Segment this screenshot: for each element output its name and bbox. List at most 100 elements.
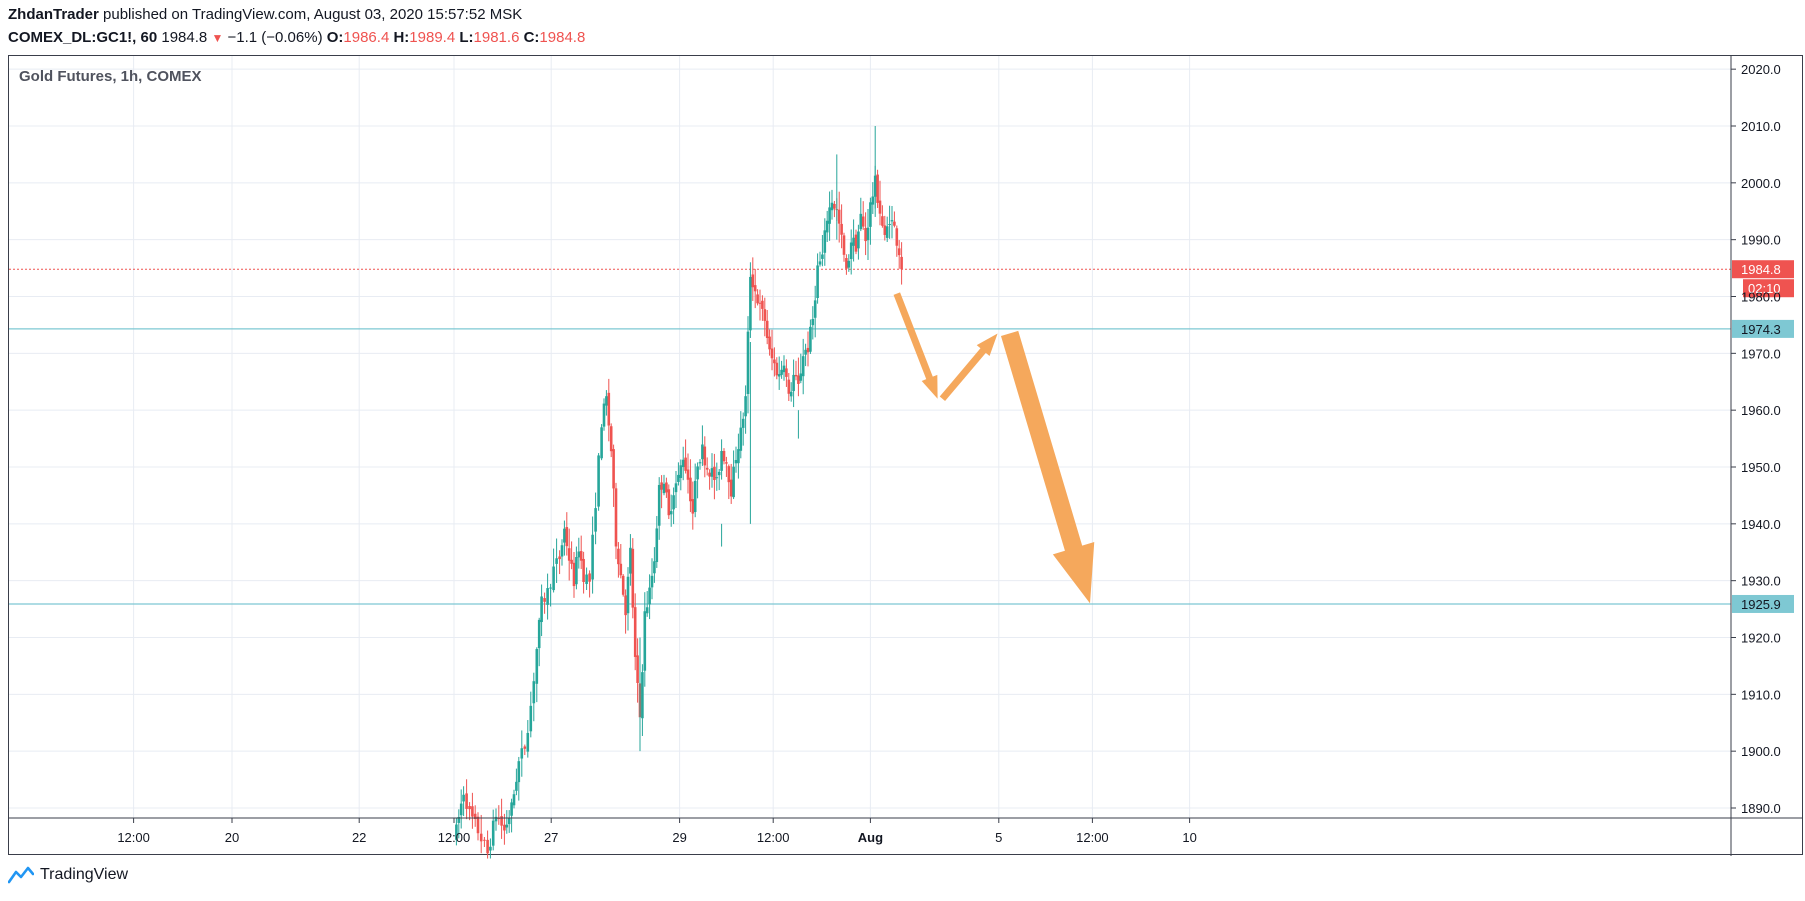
x-tick-label: 10 xyxy=(1182,830,1196,845)
candle-body xyxy=(713,466,716,481)
candle-body xyxy=(549,587,552,589)
candle-body xyxy=(546,588,549,605)
candle-body xyxy=(588,573,591,582)
candle-body xyxy=(600,427,603,459)
candle-body xyxy=(864,228,867,242)
candle-body xyxy=(665,482,668,493)
forecast-arrow xyxy=(939,333,998,402)
candle-body xyxy=(854,234,858,252)
y-tick-label: 1990.0 xyxy=(1741,233,1781,248)
candle-body xyxy=(459,803,463,816)
candle-body xyxy=(816,265,819,299)
candle-body xyxy=(597,455,600,507)
price-level-label: 1925.9 xyxy=(1741,597,1781,612)
candle-body xyxy=(756,294,759,304)
candle-body xyxy=(591,534,594,580)
candle-body xyxy=(517,761,521,783)
countdown-label: 02:10 xyxy=(1748,281,1781,296)
candle-body xyxy=(698,462,702,464)
x-tick-label: 29 xyxy=(672,830,686,845)
candle-body xyxy=(607,392,611,426)
candle-body xyxy=(885,226,889,238)
candle-body xyxy=(842,235,846,255)
candle-body xyxy=(717,471,721,476)
candle-body xyxy=(529,705,533,732)
x-tick-label: 27 xyxy=(544,830,558,845)
candle-body xyxy=(679,465,683,479)
candle-body xyxy=(720,450,723,471)
candle-body xyxy=(689,477,692,502)
candle-body xyxy=(552,566,555,591)
tradingview-logo[interactable]: TradingView xyxy=(8,866,128,884)
y-tick-label: 1910.0 xyxy=(1741,687,1781,702)
candle-body xyxy=(833,203,836,209)
candle-body xyxy=(462,794,465,802)
candle-body xyxy=(893,221,896,226)
candle-body xyxy=(621,575,625,595)
candle-body xyxy=(535,649,539,684)
candle-body xyxy=(818,261,822,265)
candle-body xyxy=(847,260,851,268)
tradingview-brand: TradingView xyxy=(40,866,129,883)
y-tick-label: 1920.0 xyxy=(1741,631,1781,646)
chart-frame xyxy=(8,55,1803,855)
candle-body xyxy=(749,276,752,331)
price-level-badge xyxy=(1732,594,1794,613)
candle-body xyxy=(857,231,860,249)
candle-body xyxy=(669,511,673,515)
candle-body xyxy=(503,824,506,831)
candle-body xyxy=(806,347,810,353)
candle-body xyxy=(667,489,671,516)
candle-body xyxy=(701,444,704,460)
author-name[interactable]: ZhdanTrader xyxy=(8,6,99,23)
candle-body xyxy=(560,545,564,557)
candle-body xyxy=(483,839,486,841)
candle-body xyxy=(763,309,767,321)
candle-body xyxy=(565,527,569,547)
candle-body xyxy=(830,202,834,211)
candle-body xyxy=(861,216,865,227)
candle-body xyxy=(677,474,680,482)
candle-body xyxy=(897,248,901,256)
candle-body xyxy=(609,426,613,452)
candle-body xyxy=(777,374,781,377)
candle-body xyxy=(725,462,728,464)
open-value: 1986.4 xyxy=(343,29,390,46)
candle-body xyxy=(792,374,795,392)
time-axis: 12:00 20 22 12:00 27 29 12:00 Aug 5 12:00 10 xyxy=(9,817,1803,845)
candle-body xyxy=(809,326,812,352)
price-level-badge xyxy=(1732,319,1794,338)
candle-body xyxy=(765,320,769,339)
candle-body xyxy=(510,802,513,816)
x-tick-label: 5 xyxy=(995,830,1002,845)
candle-body xyxy=(801,356,805,377)
candle-body xyxy=(455,824,458,840)
forecast-arrows xyxy=(893,292,1095,604)
candle-body xyxy=(789,391,793,397)
candle-body xyxy=(715,477,719,479)
candle-body xyxy=(782,365,786,373)
grid-lines xyxy=(9,56,1731,818)
candle-body xyxy=(890,220,894,222)
forecast-arrow xyxy=(893,292,938,399)
candle-body xyxy=(653,561,656,574)
candle-body xyxy=(684,457,687,471)
price-level-label: 1974.3 xyxy=(1741,322,1781,337)
candle-body xyxy=(465,793,468,809)
x-tick-label: Aug xyxy=(858,830,883,845)
candle-body xyxy=(693,480,697,513)
candle-body xyxy=(696,466,699,480)
ohlc-line: COMEX_DL:GC1!, 60 1984.8 ▼ −1.1 (−0.06%)… xyxy=(8,29,585,46)
candle-body xyxy=(471,806,474,817)
candle-body xyxy=(722,451,726,462)
candle-body xyxy=(859,213,863,230)
candle-body xyxy=(497,818,501,820)
candle-body xyxy=(645,607,649,614)
close-value: 1984.8 xyxy=(539,29,586,46)
candle-body xyxy=(744,396,747,417)
candle-body xyxy=(840,223,843,235)
candle-body xyxy=(821,254,824,259)
candle-body xyxy=(626,576,630,614)
candle-body xyxy=(888,224,891,226)
